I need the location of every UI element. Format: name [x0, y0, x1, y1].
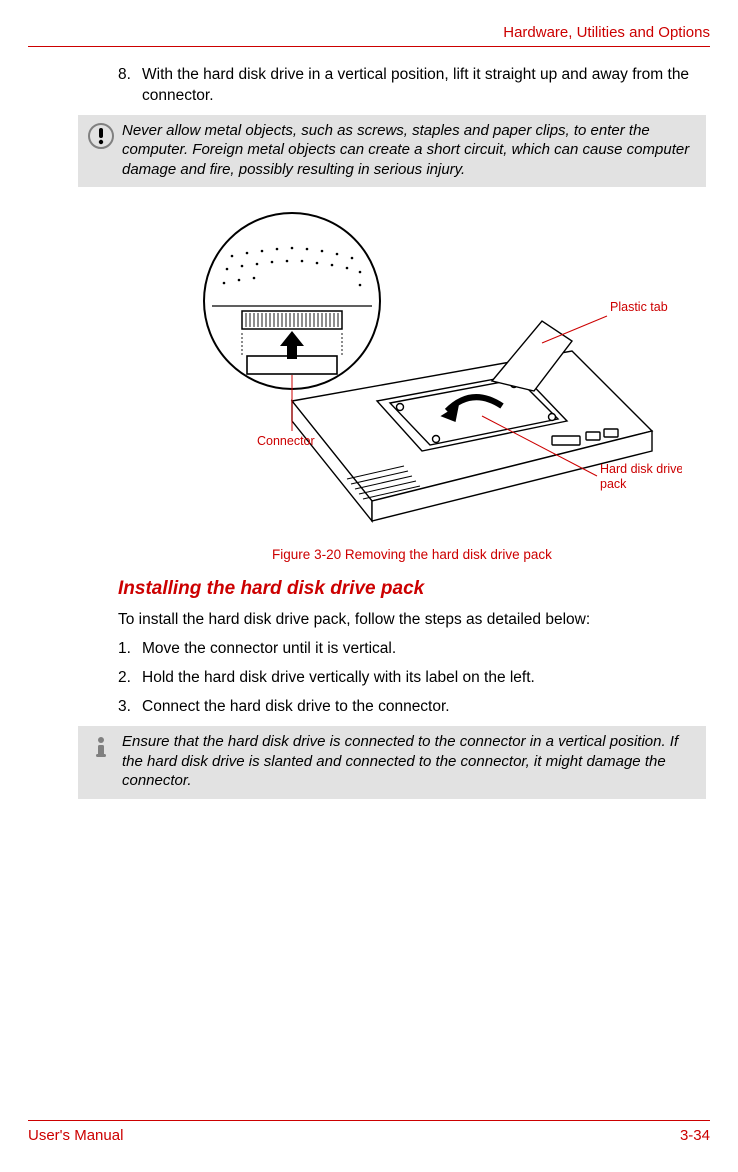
hdd-removal-diagram: Plastic tab Connector Hard disk drive pa…	[142, 211, 682, 541]
step-text: Move the connector until it is vertical.	[142, 639, 396, 660]
label-plastic-tab: Plastic tab	[610, 300, 668, 314]
footer-left: User's Manual	[28, 1127, 123, 1144]
figure-3-20: Plastic tab Connector Hard disk drive pa…	[118, 211, 706, 562]
step-number: 2.	[118, 668, 142, 689]
install-step-3: 3. Connect the hard disk drive to the co…	[118, 697, 706, 718]
info-callout: Ensure that the hard disk drive is conne…	[78, 726, 706, 799]
install-step-2: 2. Hold the hard disk drive vertically w…	[118, 668, 706, 689]
step-number: 3.	[118, 697, 142, 718]
step-text: With the hard disk drive in a vertical p…	[142, 65, 706, 107]
step-8: 8. With the hard disk drive in a vertica…	[118, 65, 706, 107]
info-text: Ensure that the hard disk drive is conne…	[122, 732, 696, 791]
label-connector: Connector	[257, 434, 315, 448]
warning-callout: Never allow metal objects, such as screw…	[78, 115, 706, 188]
install-step-1: 1. Move the connector until it is vertic…	[118, 639, 706, 660]
subsection-intro: To install the hard disk drive pack, fol…	[118, 610, 706, 631]
content-area: 8. With the hard disk drive in a vertica…	[28, 65, 710, 799]
warning-icon	[88, 123, 114, 154]
label-hdd-pack-2: pack	[600, 477, 627, 491]
step-text: Connect the hard disk drive to the conne…	[142, 697, 450, 718]
step-number: 8.	[118, 65, 142, 107]
footer-right: 3-34	[680, 1127, 710, 1144]
page: Hardware, Utilities and Options 8. With …	[0, 0, 738, 1172]
figure-caption: Figure 3-20 Removing the hard disk drive…	[118, 547, 706, 562]
step-text: Hold the hard disk drive vertically with…	[142, 668, 535, 689]
step-number: 1.	[118, 639, 142, 660]
page-footer: User's Manual 3-34	[28, 1120, 710, 1144]
label-hdd-pack-1: Hard disk drive	[600, 462, 682, 476]
subsection-heading: Installing the hard disk drive pack	[118, 578, 706, 600]
warning-text: Never allow metal objects, such as screw…	[122, 121, 696, 180]
info-icon	[88, 734, 114, 765]
page-header: Hardware, Utilities and Options	[28, 24, 710, 47]
section-title: Hardware, Utilities and Options	[503, 24, 710, 41]
